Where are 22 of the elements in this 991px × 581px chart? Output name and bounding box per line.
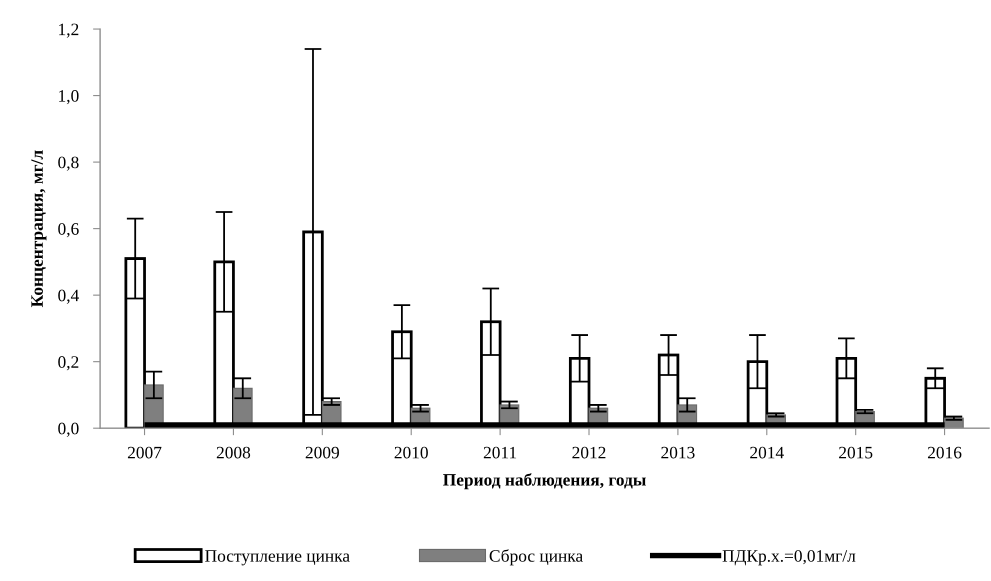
legend-label: Поступление цинка [205, 550, 350, 566]
x-tick-label: 2010 [394, 446, 428, 458]
y-tick-label: 0,6 [58, 223, 79, 238]
x-tick-label: 2007 [128, 446, 162, 458]
legend-label: ПДКр.х.=0,01мг/л [722, 550, 856, 566]
y-tick-label: 1,0 [59, 90, 79, 104]
y-tick-label: 0,0 [58, 422, 79, 437]
x-tick-label: 2014 [750, 446, 784, 458]
x-tick-label: 2016 [928, 446, 962, 458]
x-tick-label: 2013 [661, 446, 695, 458]
x-tick-label: 2015 [839, 446, 872, 458]
y-axis-title: Концентрация, мг/л [31, 150, 46, 308]
x-tick-label: 2009 [306, 446, 339, 458]
y-tick-label: 0,2 [58, 356, 78, 370]
y-tick-label: 1,2 [59, 24, 78, 38]
y-tick-label: 0,8 [58, 156, 79, 171]
y-tick-label: 0,4 [58, 290, 79, 304]
legend-label: Сброс цинка [490, 549, 583, 566]
x-tick-label: 2011 [484, 446, 516, 458]
x-tick-label: 2012 [572, 446, 606, 458]
x-axis-title: Период наблюдения, годы [443, 473, 646, 490]
x-tick-label: 2008 [216, 446, 250, 458]
